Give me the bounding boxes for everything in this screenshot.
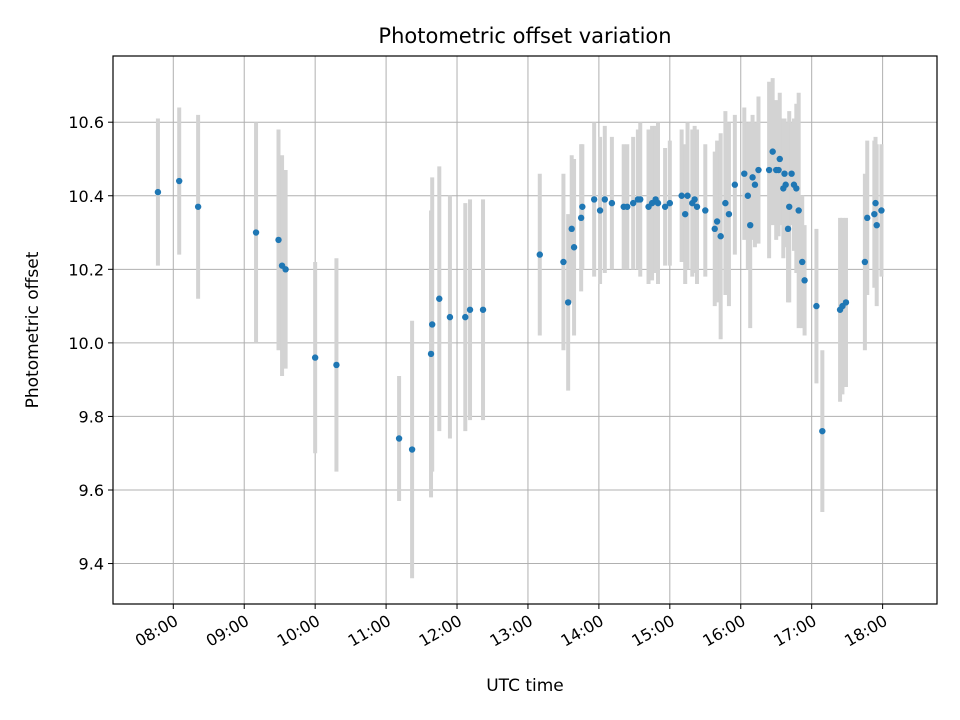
data-point	[637, 196, 644, 203]
data-point	[466, 306, 474, 313]
data-points	[154, 148, 885, 453]
data-point	[775, 166, 782, 174]
data-point	[428, 321, 436, 328]
y-axis-label: Photometric offset	[23, 251, 43, 408]
data-point	[842, 299, 850, 306]
data-point	[873, 221, 880, 229]
data-point	[479, 306, 487, 313]
data-point	[693, 203, 701, 210]
y-tick-label: 10.6	[68, 113, 104, 132]
plot-area-frame	[112, 55, 938, 605]
data-point	[275, 236, 282, 244]
data-point	[194, 203, 202, 210]
data-point	[702, 207, 709, 214]
data-point	[725, 210, 733, 218]
data-point	[590, 196, 598, 203]
x-axis-label: UTC time	[486, 676, 564, 696]
data-point	[871, 210, 878, 218]
data-point	[568, 225, 575, 233]
data-point	[176, 177, 183, 185]
data-point	[765, 166, 773, 174]
y-tick-label: 9.8	[79, 407, 104, 426]
plot-area-background	[113, 56, 937, 604]
data-point	[395, 435, 403, 442]
data-point	[564, 299, 572, 306]
data-point	[654, 199, 662, 207]
data-point	[795, 207, 802, 214]
data-point	[333, 361, 340, 369]
data-point	[691, 196, 698, 203]
data-point	[788, 170, 795, 177]
data-point	[755, 166, 762, 174]
y-tick-label: 10.2	[68, 260, 104, 279]
data-point	[154, 188, 162, 196]
data-point	[776, 155, 783, 163]
data-point	[666, 199, 674, 207]
data-point	[596, 207, 604, 214]
y-tick-label: 9.4	[79, 555, 104, 574]
data-point	[678, 192, 685, 199]
data-point	[744, 192, 752, 199]
y-axis-ticks: 9.4 9.6 9.8 10.0 10.2 10.4 10.6	[68, 113, 113, 574]
data-point	[801, 277, 808, 284]
data-point	[601, 196, 608, 203]
data-point	[661, 203, 669, 210]
data-point	[799, 258, 806, 266]
data-point	[819, 427, 826, 435]
data-point	[536, 251, 543, 258]
data-point	[681, 210, 689, 218]
data-point	[427, 350, 435, 358]
data-point	[579, 203, 586, 210]
data-point	[608, 199, 616, 207]
data-point	[462, 313, 469, 321]
data-point	[436, 295, 443, 302]
data-point	[570, 244, 578, 251]
data-point	[577, 214, 585, 222]
data-point	[624, 203, 631, 210]
data-point	[252, 229, 260, 236]
data-point	[786, 203, 793, 210]
chart-title: Photometric offset variation	[378, 24, 671, 48]
data-point	[749, 174, 756, 181]
data-point	[446, 313, 454, 321]
data-point	[713, 218, 721, 225]
data-point	[861, 258, 869, 266]
data-point	[864, 214, 871, 222]
data-point	[793, 185, 800, 192]
data-point	[741, 170, 748, 177]
data-point	[717, 233, 724, 240]
data-point	[769, 148, 776, 155]
y-tick-label: 10.0	[68, 334, 104, 353]
data-point	[747, 221, 754, 229]
data-point	[782, 181, 789, 188]
data-point	[282, 266, 289, 273]
data-point	[751, 181, 759, 188]
data-point	[408, 446, 416, 453]
data-point	[731, 181, 739, 188]
data-point	[784, 225, 792, 233]
data-point	[872, 199, 879, 207]
y-tick-label: 9.6	[79, 481, 104, 500]
data-point	[711, 225, 718, 233]
data-point	[722, 199, 729, 207]
data-point	[560, 258, 567, 266]
data-point	[813, 302, 820, 310]
y-tick-label: 10.4	[68, 187, 104, 206]
data-point	[311, 354, 319, 361]
data-point	[629, 199, 637, 207]
data-point	[878, 207, 885, 214]
data-point	[781, 170, 788, 177]
data-point	[684, 192, 691, 199]
